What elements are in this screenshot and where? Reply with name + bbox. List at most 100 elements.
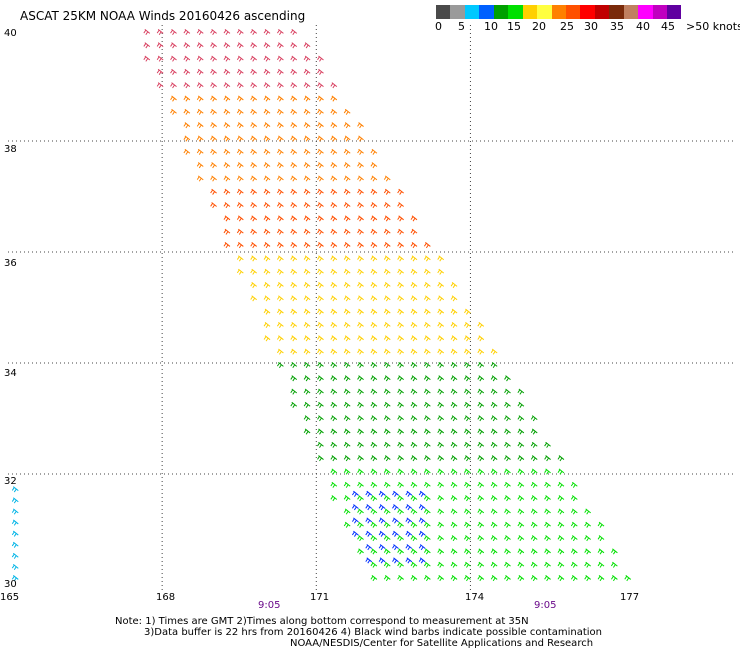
- legend-swatch: [450, 5, 465, 19]
- wind-barb: [450, 508, 458, 515]
- wind-barb: [330, 135, 338, 142]
- wind-barb: [276, 108, 284, 115]
- wind-barb: [343, 441, 351, 448]
- wind-barb: [397, 361, 404, 369]
- wind-barb: [423, 375, 431, 382]
- wind-barb: [236, 268, 244, 275]
- wind-barb: [263, 242, 271, 249]
- wind-barb: [250, 28, 258, 36]
- wind-barb: [210, 108, 217, 115]
- wind-barb: [183, 42, 191, 49]
- wind-barb: [383, 428, 391, 435]
- wind-barb: [276, 188, 284, 195]
- wind-barb: [378, 490, 386, 497]
- wind-barb: [196, 68, 204, 75]
- wind-barb: [490, 441, 498, 448]
- wind-barb: [392, 517, 399, 524]
- grid-lines: [8, 25, 735, 590]
- wind-barb: [303, 361, 311, 369]
- wind-barb: [263, 335, 271, 342]
- wind-barb: [290, 162, 298, 169]
- wind-barb: [597, 521, 605, 528]
- wind-barb: [410, 401, 418, 408]
- wind-barb: [370, 508, 378, 515]
- wind-barb: [330, 95, 338, 102]
- wind-barb: [370, 561, 378, 568]
- wind-barb: [437, 548, 445, 555]
- wind-barb: [392, 504, 399, 511]
- wind-barb: [343, 135, 351, 142]
- wind-barb: [330, 162, 338, 169]
- wind-barb: [357, 361, 364, 369]
- wind-barb: [477, 548, 485, 555]
- wind-barb: [370, 548, 378, 555]
- wind-barb: [397, 468, 404, 475]
- wind-barb: [250, 95, 258, 102]
- wind-barb: [303, 268, 311, 275]
- wind-barb: [263, 215, 271, 222]
- wind-barb: [557, 521, 565, 528]
- legend-label: 5: [458, 20, 465, 33]
- wind-barb: [210, 82, 217, 89]
- wind-barb: [330, 202, 338, 209]
- wind-barb: [450, 308, 458, 315]
- wind-barb: [196, 135, 204, 142]
- wind-barb: [450, 348, 458, 355]
- wind-barb: [383, 321, 391, 329]
- wind-barb: [450, 535, 458, 542]
- wind-barb: [276, 255, 284, 262]
- lat-label: 38: [4, 144, 17, 155]
- wind-barb: [477, 508, 485, 515]
- wind-barb: [397, 308, 404, 315]
- wind-barb: [276, 82, 284, 89]
- wind-barb: [423, 295, 431, 302]
- wind-barb: [464, 401, 471, 408]
- wind-barb: [317, 148, 324, 155]
- wind-barb: [504, 575, 511, 582]
- wind-barb: [437, 388, 445, 395]
- wind-barb: [410, 388, 418, 395]
- wind-barb: [250, 162, 258, 169]
- wind-barb: [357, 148, 364, 155]
- wind-barb: [464, 428, 471, 435]
- wind-barb: [383, 508, 391, 515]
- wind-barb: [303, 188, 311, 195]
- wind-barb: [383, 495, 391, 502]
- wind-barb: [11, 552, 19, 559]
- wind-barb: [544, 481, 551, 488]
- wind-barb: [303, 308, 311, 315]
- wind-barb: [343, 255, 351, 262]
- wind-barb: [464, 468, 471, 475]
- wind-barb: [397, 548, 404, 555]
- wind-barb: [357, 495, 364, 502]
- wind-barb: [330, 82, 338, 89]
- wind-barb: [303, 335, 311, 342]
- wind-barb: [570, 575, 578, 582]
- wind-barb: [437, 401, 445, 408]
- wind-barb: [317, 188, 324, 195]
- wind-barb: [397, 215, 404, 222]
- wind-barb: [418, 544, 426, 551]
- wind-barb: [383, 535, 391, 542]
- wind-barb: [464, 575, 471, 582]
- wind-barb: [383, 215, 391, 222]
- wind-barb: [405, 490, 413, 497]
- wind-barb: [450, 548, 458, 555]
- wind-barb: [196, 162, 204, 169]
- wind-barb: [423, 361, 431, 369]
- wind-barb: [317, 321, 324, 329]
- wind-barb: [236, 108, 244, 115]
- wind-barb: [418, 557, 426, 564]
- wind-barb: [330, 348, 338, 355]
- wind-barb: [183, 28, 191, 36]
- wind-barb: [383, 441, 391, 448]
- wind-barbs: [11, 28, 632, 582]
- wind-barb: [357, 348, 364, 355]
- wind-barb: [276, 95, 284, 102]
- wind-barb: [504, 508, 511, 515]
- wind-barb: [610, 575, 618, 582]
- wind-barb: [477, 375, 485, 382]
- wind-barb: [250, 188, 258, 195]
- wind-barb: [276, 28, 284, 36]
